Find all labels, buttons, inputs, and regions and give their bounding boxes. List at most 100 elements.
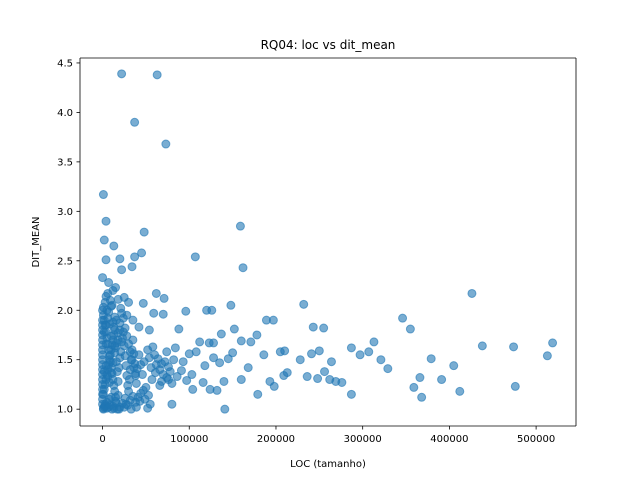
y-tick-label: 1.5 [57,355,73,366]
data-point [219,376,229,386]
data-point [216,329,226,339]
data-point [165,367,175,377]
data-point [167,378,177,388]
data-point [246,337,256,347]
data-point [405,324,415,334]
data-point [101,216,111,226]
data-point [125,347,135,357]
data-point [220,404,230,414]
data-point [437,375,447,385]
x-tick-label: 500000 [517,434,555,445]
data-point [159,293,169,303]
data-point [383,364,393,374]
data-point [188,384,198,394]
data-point [467,288,477,298]
data-point [107,300,117,310]
data-point [307,349,317,359]
data-point [139,227,149,237]
data-point [160,357,170,367]
data-point [226,300,236,310]
data-point [134,350,144,360]
data-point [170,343,180,353]
data-point [124,297,134,307]
data-point [131,378,141,388]
data-point [364,347,374,357]
data-point [215,358,225,368]
data-point [236,336,246,346]
data-point [108,285,118,295]
data-point [259,350,269,360]
data-point [174,324,184,334]
y-tick-label: 2.0 [57,306,73,317]
data-point [346,389,356,399]
data-point [455,386,465,396]
data-point [510,381,520,391]
data-point [109,241,119,251]
data-point [191,347,201,357]
data-point [319,323,329,333]
data-point [106,331,116,341]
data-point [128,315,138,325]
data-point [137,248,147,258]
data-point [207,305,217,315]
data-point [449,361,459,371]
data-point [111,315,121,325]
data-point [115,325,125,335]
data-point [409,382,419,392]
data-point [104,278,114,288]
data-point [253,389,263,399]
data-point [115,254,125,264]
data-point [200,361,210,371]
data-point [101,255,111,265]
data-point [144,390,153,400]
data-point [108,358,118,368]
ticks-layer: 0 100000 200000 300000 400000 500000 1.0 1.5 2.0… [57,58,555,445]
data-point [104,307,114,317]
data-point [161,139,171,149]
data-point [320,367,330,377]
data-point [178,357,188,367]
data-point [148,342,158,352]
data-point [98,389,108,399]
y-axis-title: DIT_MEAN [31,216,42,267]
data-point [369,337,379,347]
data-point [275,347,285,357]
data-point [198,377,208,387]
data-point [117,265,127,275]
x-tick-label: 200000 [257,434,295,445]
data-point [238,263,248,273]
data-point [426,354,436,364]
data-point [308,322,318,332]
data-point [228,348,238,358]
data-point [122,331,132,341]
data-point [130,117,140,127]
data-point [548,338,558,348]
data-point [236,375,246,385]
data-point [152,70,162,80]
data-point [134,322,144,332]
data-point [151,288,161,298]
data-point [182,375,192,385]
data-point [195,337,205,347]
data-point [137,370,147,380]
data-point [141,382,151,392]
data-point [104,377,114,387]
data-point [205,384,215,394]
data-point [415,373,425,383]
data-point [162,347,172,357]
data-point [181,306,191,316]
data-point [127,262,137,272]
data-point [130,252,140,262]
data-point [98,190,108,200]
data-point [417,392,427,402]
data-point [295,355,305,365]
data-point [299,299,309,309]
data-point [106,368,116,378]
y-tick-label: 4.5 [57,58,73,69]
data-point [99,327,109,337]
data-point [268,315,278,325]
data-point [376,355,386,365]
data-point [144,325,154,335]
y-tick-label: 2.5 [57,256,73,267]
